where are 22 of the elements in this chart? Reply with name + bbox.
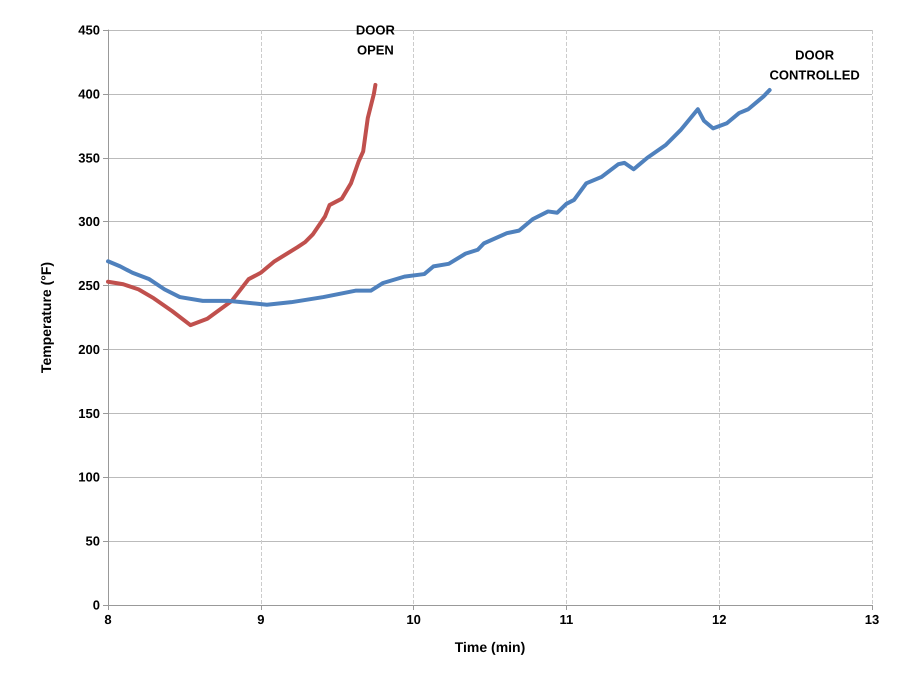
line-series bbox=[106, 82, 378, 328]
annotation: DOOR CONTROLLED bbox=[769, 48, 860, 83]
x-tick-label: 12 bbox=[712, 612, 726, 627]
line-series bbox=[106, 88, 772, 307]
y-tick-label: 100 bbox=[78, 470, 100, 485]
y-tick-label: 150 bbox=[78, 406, 100, 421]
y-axis-title: Temperature (°F) bbox=[38, 262, 54, 374]
y-tick-label: 50 bbox=[86, 534, 100, 549]
x-tick-label: 13 bbox=[864, 612, 880, 627]
y-tick-label: 250 bbox=[78, 278, 100, 294]
y-tick-label: 400 bbox=[78, 86, 100, 102]
y-tick-label: 300 bbox=[78, 214, 100, 230]
y-tick-label: 350 bbox=[78, 150, 100, 166]
x-axis-title: Time (min) bbox=[454, 639, 526, 655]
y-tick-label: 450 bbox=[78, 22, 100, 38]
annotation: DOOR OPEN bbox=[356, 22, 396, 58]
x-tick-label: 10 bbox=[406, 612, 421, 627]
x-tick-label: 9 bbox=[257, 612, 264, 627]
y-tick-label: 200 bbox=[78, 342, 100, 357]
y-tick-label: 0 bbox=[92, 598, 100, 612]
x-tick-label: 8 bbox=[104, 612, 112, 627]
x-tick-label: 11 bbox=[560, 612, 574, 627]
